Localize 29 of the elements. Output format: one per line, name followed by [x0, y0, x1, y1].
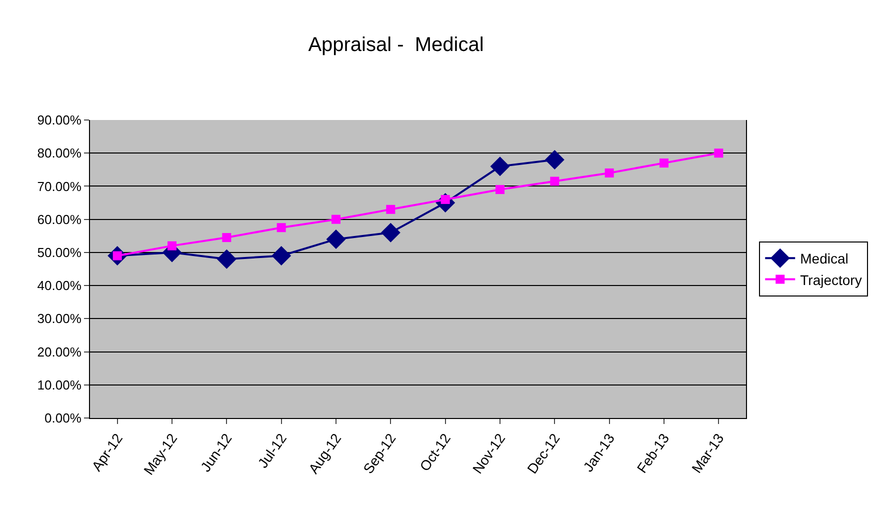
point: [660, 158, 668, 168]
y-tick-label: 80.00%: [37, 146, 82, 161]
y-tick-label: 10.00%: [37, 377, 82, 392]
legend-label: Trajectory: [800, 272, 862, 288]
y-tick-label: 30.00%: [37, 311, 82, 326]
y-tick-label: 0.00%: [44, 410, 82, 426]
point: [272, 246, 292, 266]
point: [386, 204, 396, 214]
y-tick-label: 90.00%: [37, 112, 82, 128]
legend-label: Medical: [800, 250, 848, 267]
point: [222, 233, 232, 242]
chart-title: Appraisal - Medical: [308, 34, 484, 56]
y-tick-label: 40.00%: [37, 278, 82, 294]
point: [496, 185, 504, 194]
point: [380, 222, 400, 242]
y-tick-label: 50.00%: [37, 244, 82, 260]
point: [326, 229, 346, 249]
point: [550, 176, 560, 186]
y-tick-label: 70.00%: [37, 178, 82, 194]
point: [604, 168, 614, 178]
point: [216, 249, 236, 269]
point: [332, 214, 340, 224]
point: [276, 223, 286, 232]
y-tick-label: 60.00%: [37, 212, 82, 227]
y-tick-label: 20.00%: [37, 344, 82, 360]
point: [544, 150, 564, 170]
point: [714, 148, 724, 158]
point: [168, 241, 176, 250]
point: [490, 156, 510, 176]
